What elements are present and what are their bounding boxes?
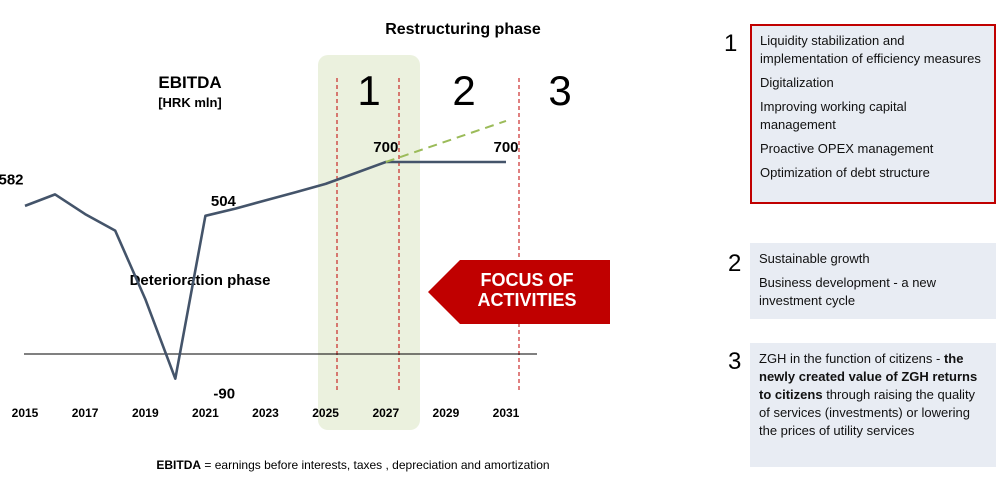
- phase-number-3: 3: [548, 67, 571, 114]
- focus-arrow: [428, 260, 610, 324]
- phase-number-2: 2: [452, 67, 475, 114]
- panel-3-text-bold: the newly created value of ZGH returns t…: [759, 351, 978, 402]
- restructuring-phase-label: Restructuring phase: [385, 21, 541, 38]
- chart-title: EBITDA: [158, 73, 221, 92]
- phase-3-panel: ZGH in the function of citizens - the ne…: [750, 343, 996, 467]
- panel-1-item: Proactive OPEX management: [760, 141, 934, 156]
- phase-2-panel: Sustainable growth Business development …: [750, 243, 996, 319]
- x-tick-label: 2017: [72, 406, 99, 420]
- x-tick-label: 2015: [12, 406, 39, 420]
- data-label: 504: [211, 193, 237, 210]
- ebitda-chart: Restructuring phase 1 2 3 EBITDA [HRK ml…: [0, 21, 610, 472]
- ebitda-line: [24, 160, 506, 381]
- panel-3-text-c: through raising the quality of services …: [759, 387, 976, 438]
- data-label: -90: [213, 386, 235, 403]
- x-tick-label: 2023: [252, 406, 279, 420]
- restructuring-highlight: [318, 55, 420, 430]
- x-tick-label: 2025: [312, 406, 339, 420]
- x-tick-label: 2021: [192, 406, 219, 420]
- x-tick-label: 2029: [433, 406, 460, 420]
- panel-1-item: Optimization of debt structure: [760, 165, 930, 180]
- panel-1-number: 1: [724, 30, 738, 57]
- panel-1-item: Digitalization: [760, 75, 834, 90]
- panel-1-item: Improving working capital management: [760, 99, 907, 132]
- x-tick-label: 2031: [493, 406, 520, 420]
- focus-label-line2: ACTIVITIES: [477, 290, 576, 310]
- phase-1-panel: Liquidity stabilization and implementati…: [750, 24, 996, 204]
- footnote: EBITDA = earnings before interests, taxe…: [156, 458, 549, 472]
- deterioration-label: Deterioration phase: [130, 272, 271, 289]
- panel-2-number: 2: [728, 250, 742, 277]
- forecast-line: [385, 119, 507, 163]
- focus-label-line1: FOCUS OF: [481, 270, 574, 290]
- panel-1-item: Liquidity stabilization and implementati…: [760, 33, 981, 66]
- data-label: 700: [373, 139, 398, 156]
- x-tick-label: 2027: [372, 406, 399, 420]
- data-label: 700: [493, 139, 518, 156]
- panel-2-item: Business development - a new investment …: [759, 275, 937, 308]
- panel-3-number: 3: [728, 348, 742, 375]
- data-label: 582: [0, 171, 24, 188]
- x-tick-label: 2019: [132, 406, 159, 420]
- chart-unit: [HRK mln]: [158, 95, 222, 110]
- phase-number-1: 1: [357, 67, 380, 114]
- panel-3-text-a: ZGH in the function of citizens -: [759, 351, 944, 366]
- panel-2-item: Sustainable growth: [759, 251, 870, 266]
